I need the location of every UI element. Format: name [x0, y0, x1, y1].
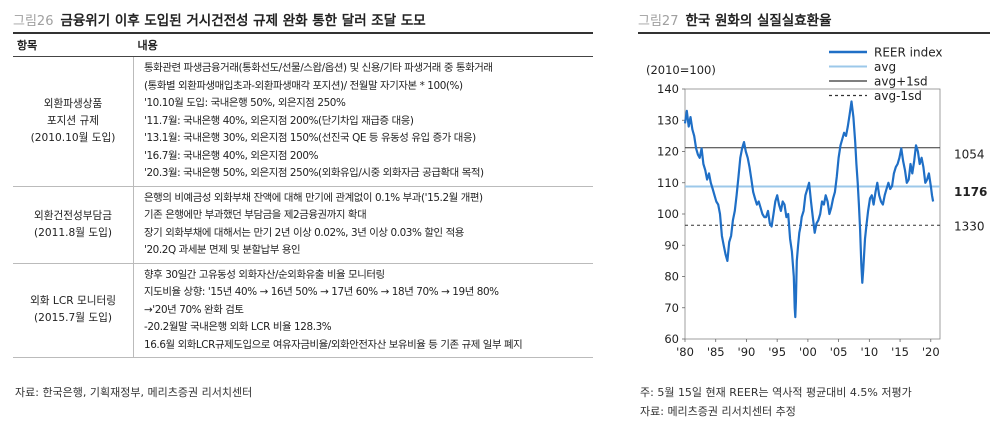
right-figure-header: 그림27 한국 원화의 실질실효환율	[638, 6, 990, 34]
right-figure-title: 한국 원화의 실질실효환율	[685, 13, 832, 29]
row-content-line: 통화관련 파생금융거래(통화선도/선물/스왑/옵션) 및 신용/기타 파생거래 …	[144, 62, 493, 74]
row-content-cell: 통화관련 파생금융거래(통화선도/선물/스왑/옵션) 및 신용/기타 파생거래 …	[133, 56, 593, 187]
row-content-line: '10.10월 도입: 국내은행 50%, 외은지점 250%	[144, 97, 346, 109]
left-figure-title: 금융위기 이후 도입된 거시건전성 규제 완화 통한 달러 조달 도모	[60, 13, 426, 29]
row-content-line: 16.6월 외화LCR규제도입으로 여유자금비율/외화안전자산 보유비율 등 기…	[144, 338, 523, 351]
x-tick-label: '15	[891, 345, 909, 359]
y-tick-label: 80	[664, 270, 679, 284]
row-item-label: (2011.8월 도입)	[34, 226, 112, 239]
row-item-label: 외환건전성부담금	[34, 209, 112, 222]
row-content-line: '20.3월: 국내은행 50%, 외은지점 250%(외화유입/시중 외화자금…	[144, 167, 484, 179]
row-content-line: '20.2Q 과세분 면제 및 분할납부 용인	[144, 244, 301, 256]
x-tick-label: '80	[676, 345, 694, 359]
row-item-cell: 외화 LCR 모니터링 (2015.7월 도입)	[13, 263, 134, 358]
row-item-label: 외환파생상품	[43, 97, 103, 110]
legend-avg-minus-1sd-label: avg-1sd	[874, 89, 922, 103]
y-tick-label: 110	[657, 176, 679, 190]
left-figure-source: 자료: 한국은행, 기획재정부, 메리츠증권 리서치센터	[15, 386, 253, 399]
y-tick-label: 90	[664, 238, 679, 252]
y-tick-label: 70	[664, 301, 679, 315]
row-item-label: (2010.10월 도입)	[30, 131, 116, 144]
row-content-line: '16.7월: 국내은행 40%, 외은지점 200%	[144, 149, 319, 162]
x-tick-label: '85	[707, 345, 725, 359]
y-tick-label: 130	[657, 113, 679, 127]
unit-label: (2010=100)	[646, 63, 716, 77]
y-tick-label: 60	[664, 332, 679, 346]
row-content-line: 장기 외화부채에 대해서는 만기 2년 이상 0.02%, 3년 이상 0.03…	[144, 226, 464, 239]
row-content-line: '13.1월: 국내은행 30%, 외은지점 150%(선진국 QE 등 유동성…	[144, 132, 476, 144]
row-content-line: 향후 30일간 고유동성 외화자산/순외화유출 비율 모니터링	[144, 268, 385, 281]
row-content-line: '11.7월: 국내은행 40%, 외은지점 200%(단기차입 재급증 대응)	[144, 114, 414, 127]
row-content-line: 은행의 비예금성 외화부채 잔액에 대해 만기에 관계없이 0.1% 부과('1…	[144, 191, 483, 204]
x-tick-label: '90	[738, 345, 756, 359]
y-tick-label: 120	[657, 145, 679, 159]
y-tick-label: 140	[657, 82, 679, 96]
right-figure: 그림27 한국 원화의 실질실효환율 (2010=100) 60 70 80 90 100…	[638, 6, 990, 378]
row-item-label: 포지션 규제	[46, 114, 100, 127]
row-content-line: -20.2월말 국내은행 외화 LCR 비율 128.3%	[144, 321, 332, 333]
row-content-line: 기존 은행에만 부과했던 부담금을 제2금융권까지 확대	[144, 209, 367, 221]
legend-avg-plus-1sd-label: avg+1sd	[874, 75, 928, 89]
left-figure-number: 그림26	[13, 13, 54, 29]
table-row: 외환건전성부담금 (2011.8월 도입) 은행의 비예금성 외화부채 잔액에 대해…	[13, 186, 593, 264]
left-figure-header: 그림26 금융위기 이후 도입된 거시건전성 규제 완화 통한 달러 조달 도모	[13, 6, 593, 34]
right-figure-source: 자료: 메리츠증권 리서치센터 추정	[640, 405, 796, 418]
row-content-line: (통화별 외환파생매입초과-외환파생매각 포지션)/ 전월말 자기자본 * 10…	[144, 79, 463, 92]
right-value-label: 1330	[954, 220, 985, 234]
left-figure: 그림26 금융위기 이후 도입된 거시건전성 규제 완화 통한 달러 조달 도모…	[13, 6, 593, 358]
table-header-row: 항목 내용	[13, 34, 593, 57]
x-tick-label: '10	[860, 345, 878, 359]
right-value-label: 1176	[954, 185, 987, 199]
reer-series-line	[683, 100, 935, 319]
chart-note: 주: 5월 15일 현재 REER는 역사적 평균대비 4.5% 저평가	[640, 386, 912, 399]
legend-avg-label: avg	[874, 60, 896, 74]
x-tick-label: '95	[768, 345, 786, 359]
row-item-label: 외화 LCR 모니터링	[30, 295, 116, 308]
x-tick-label: '05	[830, 345, 848, 359]
row-content-line: →'20년 70% 완화 검토	[144, 303, 244, 316]
column-header-item: 항목	[13, 34, 134, 57]
reer-chart: (2010=100) 60 70 80 90 100 110 120 130 140 '80 '85 '…	[646, 46, 987, 360]
x-tick-label: '20	[922, 345, 940, 359]
legend-reer-label: REER index	[874, 46, 942, 60]
table-row: 외화 LCR 모니터링 (2015.7월 도입) 향후 30일간 고유동성 외화자산…	[13, 263, 593, 358]
row-item-label: (2015.7월 도입)	[34, 312, 112, 325]
y-tick-label: 100	[657, 207, 679, 221]
right-value-label: 1054	[954, 148, 985, 162]
column-header-content: 내용	[133, 34, 593, 57]
row-item-cell: 외환건전성부담금 (2011.8월 도입)	[13, 186, 134, 264]
x-tick-label: '00	[799, 345, 817, 359]
row-content-cell: 은행의 비예금성 외화부채 잔액에 대해 만기에 관계없이 0.1% 부과('1…	[133, 186, 593, 264]
right-figure-number: 그림27	[638, 13, 679, 29]
right-figure-notes: 주: 5월 15일 현재 REER는 역사적 평균대비 4.5% 저평가 자료:…	[640, 383, 912, 421]
row-content-line: 지도비율 상향: '15년 40% → 16년 50% → 17년 60% → …	[144, 286, 499, 298]
